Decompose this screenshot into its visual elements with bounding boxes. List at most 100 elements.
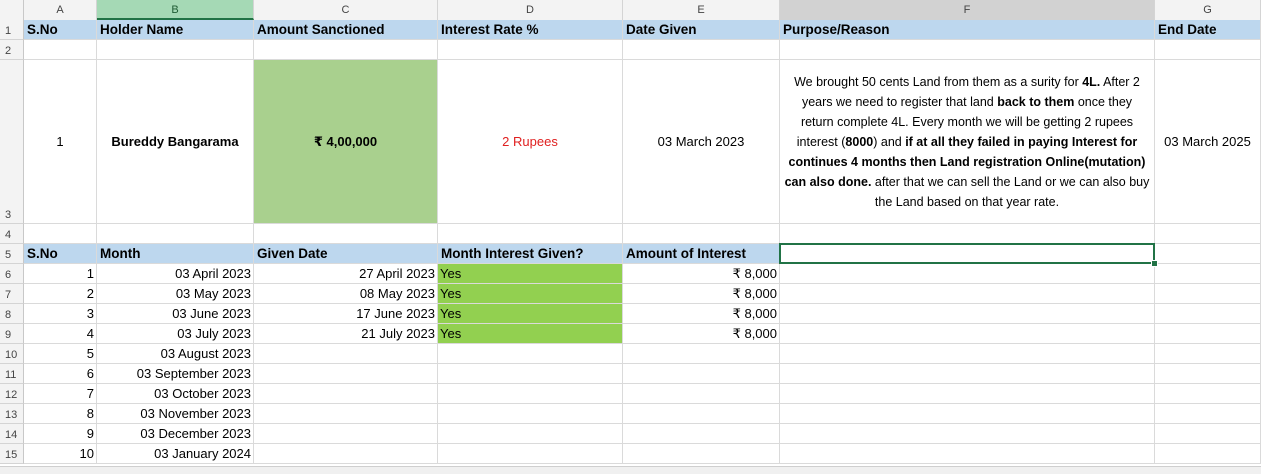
empty-cell[interactable] <box>24 224 97 244</box>
schedule-amount[interactable]: ₹ 8,000 <box>623 264 780 284</box>
empty-cell[interactable] <box>623 224 780 244</box>
schedule-interest-given[interactable] <box>438 384 623 404</box>
schedule-interest-given[interactable]: Yes <box>438 284 623 304</box>
empty-cell[interactable] <box>1155 304 1261 324</box>
column-header-g[interactable]: G <box>1155 0 1261 20</box>
header-rate[interactable]: Interest Rate % <box>438 20 623 40</box>
empty-cell[interactable] <box>780 404 1155 424</box>
empty-cell[interactable] <box>254 224 438 244</box>
record-interest-rate[interactable]: 2 Rupees <box>438 60 623 224</box>
schedule-sno[interactable]: 2 <box>24 284 97 304</box>
row-header-15[interactable]: 15 <box>0 444 24 464</box>
row-header-2[interactable]: 2 <box>0 40 24 60</box>
empty-cell[interactable] <box>780 384 1155 404</box>
record-amount-sanctioned[interactable]: ₹ 4,00,000 <box>254 60 438 224</box>
empty-cell[interactable] <box>780 284 1155 304</box>
empty-cell[interactable] <box>1155 284 1261 304</box>
empty-cell[interactable] <box>780 40 1155 60</box>
schedule-given-date[interactable] <box>254 384 438 404</box>
row-header-12[interactable]: 12 <box>0 384 24 404</box>
schedule-sno[interactable]: 6 <box>24 364 97 384</box>
schedule-given-date[interactable]: 27 April 2023 <box>254 264 438 284</box>
row-header-14[interactable]: 14 <box>0 424 24 444</box>
schedule-month[interactable]: 03 December 2023 <box>97 424 254 444</box>
schedule-interest-given[interactable] <box>438 404 623 424</box>
schedule-interest-given[interactable]: Yes <box>438 324 623 344</box>
schedule-given-date[interactable] <box>254 344 438 364</box>
subheader-sno[interactable]: S.No <box>24 244 97 264</box>
schedule-sno[interactable]: 8 <box>24 404 97 424</box>
subheader-amount[interactable]: Amount of Interest <box>623 244 780 264</box>
schedule-month[interactable]: 03 May 2023 <box>97 284 254 304</box>
header-purpose[interactable]: Purpose/Reason <box>780 20 1155 40</box>
schedule-amount[interactable] <box>623 344 780 364</box>
schedule-sno[interactable]: 7 <box>24 384 97 404</box>
schedule-amount[interactable] <box>623 364 780 384</box>
schedule-given-date[interactable] <box>254 424 438 444</box>
schedule-month[interactable]: 03 September 2023 <box>97 364 254 384</box>
schedule-sno[interactable]: 4 <box>24 324 97 344</box>
header-holder[interactable]: Holder Name <box>97 20 254 40</box>
empty-cell[interactable] <box>1155 424 1261 444</box>
row-header-1[interactable]: 1 <box>0 20 24 40</box>
empty-cell[interactable] <box>780 444 1155 464</box>
row-header-9[interactable]: 9 <box>0 324 24 344</box>
schedule-month[interactable]: 03 July 2023 <box>97 324 254 344</box>
schedule-amount[interactable] <box>623 404 780 424</box>
empty-cell[interactable] <box>780 264 1155 284</box>
schedule-given-date[interactable]: 17 June 2023 <box>254 304 438 324</box>
schedule-month[interactable]: 03 August 2023 <box>97 344 254 364</box>
empty-cell[interactable] <box>1155 444 1261 464</box>
schedule-sno[interactable]: 3 <box>24 304 97 324</box>
empty-cell[interactable] <box>1155 264 1261 284</box>
row-header-10[interactable]: 10 <box>0 344 24 364</box>
record-holder-name[interactable]: Bureddy Bangarama <box>97 60 254 224</box>
schedule-amount[interactable]: ₹ 8,000 <box>623 324 780 344</box>
schedule-interest-given[interactable] <box>438 344 623 364</box>
header-end-date[interactable]: End Date <box>1155 20 1261 40</box>
subheader-given[interactable]: Month Interest Given? <box>438 244 623 264</box>
schedule-sno[interactable]: 9 <box>24 424 97 444</box>
schedule-given-date[interactable]: 21 July 2023 <box>254 324 438 344</box>
empty-cell[interactable] <box>1155 384 1261 404</box>
empty-cell[interactable] <box>780 324 1155 344</box>
empty-cell[interactable] <box>97 224 254 244</box>
record-date-given[interactable]: 03 March 2023 <box>623 60 780 224</box>
column-header-b[interactable]: B <box>97 0 254 20</box>
empty-cell[interactable] <box>97 40 254 60</box>
fill-handle[interactable] <box>1151 260 1158 267</box>
schedule-given-date[interactable] <box>254 404 438 424</box>
schedule-sno[interactable]: 1 <box>24 264 97 284</box>
empty-cell[interactable] <box>780 424 1155 444</box>
row-header-8[interactable]: 8 <box>0 304 24 324</box>
schedule-sno[interactable]: 5 <box>24 344 97 364</box>
row-header-7[interactable]: 7 <box>0 284 24 304</box>
column-header-a[interactable]: A <box>24 0 97 20</box>
subheader-given-date[interactable]: Given Date <box>254 244 438 264</box>
schedule-given-date[interactable] <box>254 444 438 464</box>
schedule-interest-given[interactable]: Yes <box>438 304 623 324</box>
empty-cell[interactable] <box>1155 344 1261 364</box>
empty-cell[interactable] <box>780 224 1155 244</box>
row-header-6[interactable]: 6 <box>0 264 24 284</box>
empty-cell[interactable] <box>1155 364 1261 384</box>
record-purpose[interactable]: We brought 50 cents Land from them as a … <box>780 60 1155 224</box>
schedule-given-date[interactable] <box>254 364 438 384</box>
schedule-amount[interactable] <box>623 444 780 464</box>
row-header-5[interactable]: 5 <box>0 244 24 264</box>
row-header-4[interactable]: 4 <box>0 224 24 244</box>
record-sno[interactable]: 1 <box>24 60 97 224</box>
header-sno[interactable]: S.No <box>24 20 97 40</box>
column-header-e[interactable]: E <box>623 0 780 20</box>
schedule-month[interactable]: 03 November 2023 <box>97 404 254 424</box>
empty-cell[interactable] <box>24 40 97 60</box>
schedule-sno[interactable]: 10 <box>24 444 97 464</box>
empty-cell[interactable] <box>1155 40 1261 60</box>
empty-cell[interactable] <box>254 40 438 60</box>
schedule-amount[interactable]: ₹ 8,000 <box>623 284 780 304</box>
empty-cell[interactable] <box>780 364 1155 384</box>
empty-cell[interactable] <box>1155 244 1261 264</box>
schedule-amount[interactable] <box>623 424 780 444</box>
row-header-13[interactable]: 13 <box>0 404 24 424</box>
empty-cell[interactable] <box>780 344 1155 364</box>
